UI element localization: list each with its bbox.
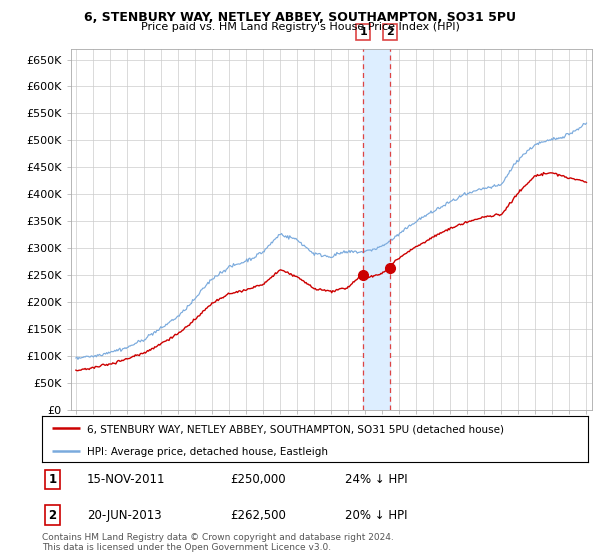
Text: 20% ↓ HPI: 20% ↓ HPI bbox=[345, 508, 407, 521]
Text: 6, STENBURY WAY, NETLEY ABBEY, SOUTHAMPTON, SO31 5PU: 6, STENBURY WAY, NETLEY ABBEY, SOUTHAMPT… bbox=[84, 11, 516, 24]
Text: £262,500: £262,500 bbox=[230, 508, 286, 521]
Text: 2: 2 bbox=[49, 508, 56, 521]
Text: 15-NOV-2011: 15-NOV-2011 bbox=[87, 473, 165, 486]
Text: 20-JUN-2013: 20-JUN-2013 bbox=[87, 508, 161, 521]
Text: Contains HM Land Registry data © Crown copyright and database right 2024.: Contains HM Land Registry data © Crown c… bbox=[42, 533, 394, 542]
Text: 1: 1 bbox=[49, 473, 56, 486]
Text: 6, STENBURY WAY, NETLEY ABBEY, SOUTHAMPTON, SO31 5PU (detached house): 6, STENBURY WAY, NETLEY ABBEY, SOUTHAMPT… bbox=[87, 425, 504, 435]
Text: 24% ↓ HPI: 24% ↓ HPI bbox=[345, 473, 407, 486]
Text: This data is licensed under the Open Government Licence v3.0.: This data is licensed under the Open Gov… bbox=[42, 543, 331, 552]
Text: 1: 1 bbox=[359, 27, 367, 37]
Text: £250,000: £250,000 bbox=[230, 473, 286, 486]
Text: HPI: Average price, detached house, Eastleigh: HPI: Average price, detached house, East… bbox=[87, 447, 328, 457]
Bar bbox=[363, 49, 390, 410]
Text: Price paid vs. HM Land Registry's House Price Index (HPI): Price paid vs. HM Land Registry's House … bbox=[140, 22, 460, 32]
Text: 2: 2 bbox=[386, 27, 394, 37]
